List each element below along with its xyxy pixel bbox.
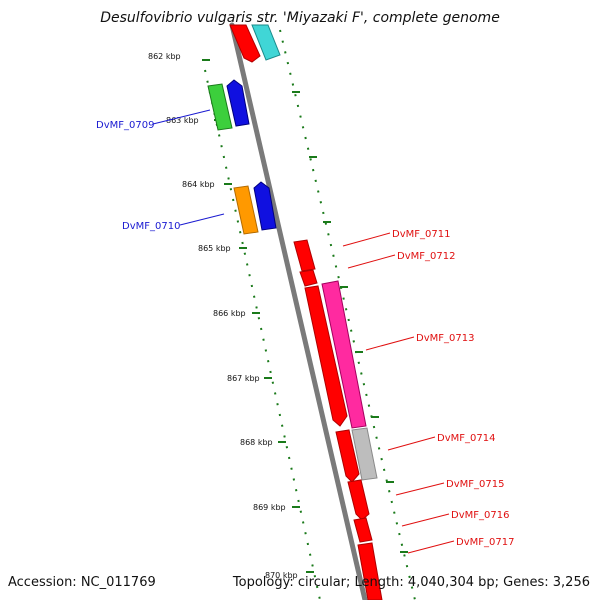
- gene-label-DvMF_0715[interactable]: DvMF_0715: [446, 479, 504, 490]
- gene-DvMF_0713-magenta[interactable]: [321, 280, 367, 429]
- accession-text: Accession: NC_011769: [8, 575, 156, 590]
- gene-DvMF_0709-green[interactable]: [207, 83, 233, 131]
- callouts-left: DvMF_0709 DvMF_0710: [96, 109, 225, 232]
- kbp-label: 870 kbp: [265, 571, 298, 580]
- gene-DvMF_0710-blue[interactable]: [253, 181, 277, 231]
- kbp-label: 869 kbp: [253, 503, 286, 512]
- gene-label-DvMF_0709[interactable]: DvMF_0709: [96, 120, 154, 131]
- gene-DvMF_0710-orange[interactable]: [233, 185, 259, 235]
- kbp-label: 867 kbp: [227, 374, 260, 383]
- gene-top-cyan[interactable]: [251, 24, 281, 61]
- gene-DvMF_0709-blue[interactable]: [226, 79, 250, 127]
- gene-label-DvMF_0714[interactable]: DvMF_0714: [437, 433, 495, 444]
- gene-DvMF_0714-gray[interactable]: [351, 427, 378, 481]
- kbp-label: 862 kbp: [148, 52, 181, 61]
- kbp-labels: 862 kbp 863 kbp 864 kbp 865 kbp 866 kbp …: [148, 52, 298, 580]
- gene-label-DvMF_0711[interactable]: DvMF_0711: [392, 229, 450, 240]
- genome-stats-text: Topology: circular; Length: 4,040,304 bp…: [232, 575, 590, 590]
- gene-label-DvMF_0713[interactable]: DvMF_0713: [416, 333, 474, 344]
- kbp-label: 868 kbp: [240, 438, 273, 447]
- gene-DvMF_0715[interactable]: [347, 479, 370, 521]
- kbp-label: 865 kbp: [198, 244, 231, 253]
- gene-DvMF_0711[interactable]: [293, 239, 316, 272]
- scale-track-right: [279, 29, 416, 600]
- kbp-label: 864 kbp: [182, 180, 215, 189]
- gene-top-red[interactable]: [229, 24, 261, 63]
- gene-DvMF_0717[interactable]: [357, 542, 383, 600]
- gene-label-DvMF_0717[interactable]: DvMF_0717: [456, 537, 514, 548]
- gene-label-DvMF_0712[interactable]: DvMF_0712: [397, 251, 455, 262]
- gene-label-DvMF_0710[interactable]: DvMF_0710: [122, 221, 180, 232]
- genome-title: Desulfovibrio vulgaris str. 'Miyazaki F'…: [100, 10, 500, 26]
- gene-DvMF_0713-red[interactable]: [304, 285, 348, 427]
- gene-DvMF_0716[interactable]: [353, 517, 373, 543]
- gene-label-DvMF_0716[interactable]: DvMF_0716: [451, 510, 509, 521]
- kbp-label: 866 kbp: [213, 309, 246, 318]
- gene-DvMF_0714-red[interactable]: [335, 429, 360, 483]
- gene-DvMF_0712[interactable]: [299, 269, 318, 287]
- genome-backbone: [229, 22, 368, 600]
- scale-track-left: [202, 59, 321, 600]
- callouts-right: DvMF_0711 DvMF_0712 DvMF_0713 DvMF_0714 …: [342, 229, 514, 554]
- kbp-label: 863 kbp: [166, 116, 199, 125]
